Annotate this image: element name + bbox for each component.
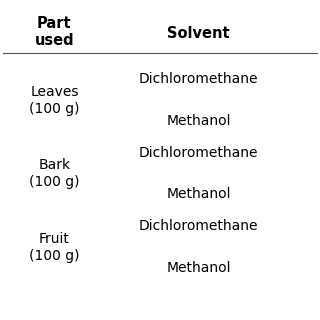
Text: Methanol: Methanol — [166, 187, 231, 201]
Text: Dichloromethane: Dichloromethane — [139, 146, 258, 160]
Text: Solvent: Solvent — [167, 26, 230, 41]
Text: Dichloromethane: Dichloromethane — [139, 219, 258, 233]
Text: Bark
(100 g): Bark (100 g) — [29, 158, 80, 189]
Text: Leaves
(100 g): Leaves (100 g) — [29, 85, 80, 116]
Text: Dichloromethane: Dichloromethane — [139, 72, 258, 86]
Text: Part
used: Part used — [35, 16, 74, 48]
Text: Methanol: Methanol — [166, 261, 231, 275]
Text: Fruit
(100 g): Fruit (100 g) — [29, 232, 80, 263]
Text: Methanol: Methanol — [166, 114, 231, 128]
